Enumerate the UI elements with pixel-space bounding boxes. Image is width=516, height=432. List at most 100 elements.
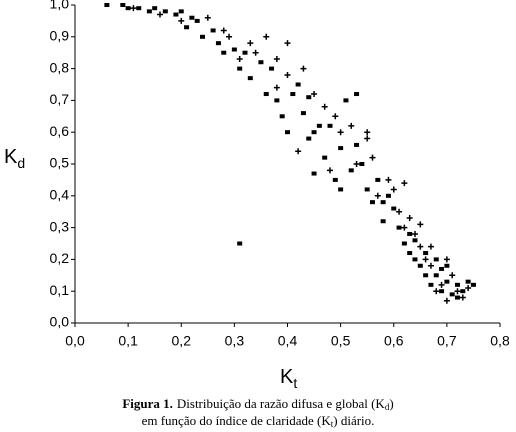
point (417, 263, 423, 268)
x-tick-label: 0,4 (278, 333, 298, 349)
point (327, 123, 333, 128)
point (374, 192, 381, 199)
point (204, 14, 211, 21)
point (146, 9, 152, 14)
x-tick-label: 0,7 (437, 333, 457, 349)
point (252, 49, 259, 56)
x-axis-label: Kt (280, 366, 297, 390)
y-tick-label: 1,0 (50, 0, 70, 12)
point (263, 33, 270, 40)
point (306, 136, 312, 141)
point (120, 3, 126, 7)
point (274, 98, 280, 103)
point (465, 279, 471, 284)
point (407, 231, 413, 236)
y-tick-label: 0,2 (50, 250, 70, 266)
point (354, 142, 360, 147)
x-tick-label: 0,6 (384, 333, 404, 349)
point (354, 92, 360, 97)
point (247, 40, 254, 47)
point (348, 168, 354, 173)
point (353, 161, 360, 167)
point (285, 130, 290, 135)
point (338, 187, 344, 192)
x-tick-label: 0,3 (225, 333, 245, 349)
point (273, 84, 280, 91)
point (385, 193, 391, 198)
point (433, 288, 440, 295)
point (412, 230, 418, 237)
point (152, 6, 158, 11)
point (391, 206, 397, 211)
point (125, 6, 131, 11)
point (327, 167, 333, 174)
point (359, 162, 365, 166)
point (459, 294, 466, 301)
point (396, 225, 402, 230)
y-tick-label: 0,6 (50, 123, 70, 139)
point (423, 251, 429, 256)
point (104, 3, 110, 7)
point (470, 282, 476, 287)
point (422, 256, 429, 263)
point (406, 215, 413, 222)
point (449, 272, 456, 279)
point (338, 146, 344, 151)
point (417, 243, 424, 250)
point (263, 92, 269, 97)
point (401, 180, 408, 187)
x-tick-label: 0,5 (331, 333, 351, 349)
y-tick-label: 0,4 (50, 187, 70, 203)
y-axis-label: Kd (4, 146, 25, 170)
point (189, 15, 195, 20)
point (130, 5, 137, 12)
point (295, 82, 301, 87)
point (332, 113, 339, 120)
point (194, 18, 200, 23)
point (178, 17, 185, 24)
point (423, 273, 429, 278)
point (433, 257, 439, 262)
point (343, 98, 349, 103)
point (237, 66, 243, 71)
point (337, 129, 344, 136)
point (369, 154, 376, 161)
point (279, 114, 285, 119)
y-tick-label: 0,3 (50, 218, 70, 234)
point (215, 41, 221, 46)
point (258, 60, 264, 65)
point (417, 221, 424, 228)
y-tick-label: 0,5 (50, 155, 70, 171)
point (370, 200, 375, 205)
point (200, 34, 205, 39)
point (401, 224, 408, 231)
point (284, 71, 291, 78)
x-tick-label: 0,1 (118, 333, 138, 349)
point (465, 285, 472, 292)
point (184, 25, 190, 30)
point (273, 56, 280, 63)
y-tick-label: 0,1 (50, 282, 70, 298)
point (385, 176, 392, 183)
point (455, 282, 460, 287)
point (427, 262, 434, 269)
caption-line-1: Figura 1. Distribuição da razão difusa e … (122, 396, 393, 412)
point (316, 123, 322, 128)
point (284, 40, 291, 47)
point (220, 27, 227, 34)
point (226, 33, 233, 40)
point (444, 279, 450, 284)
point (444, 263, 450, 268)
point (364, 187, 370, 192)
point (396, 208, 403, 215)
point (237, 241, 243, 246)
point (375, 177, 381, 182)
point (269, 66, 275, 71)
point (162, 9, 168, 14)
point (348, 122, 355, 129)
point (210, 28, 216, 33)
point (221, 50, 227, 55)
x-tick-label: 0,0 (65, 333, 85, 349)
point (454, 288, 461, 295)
